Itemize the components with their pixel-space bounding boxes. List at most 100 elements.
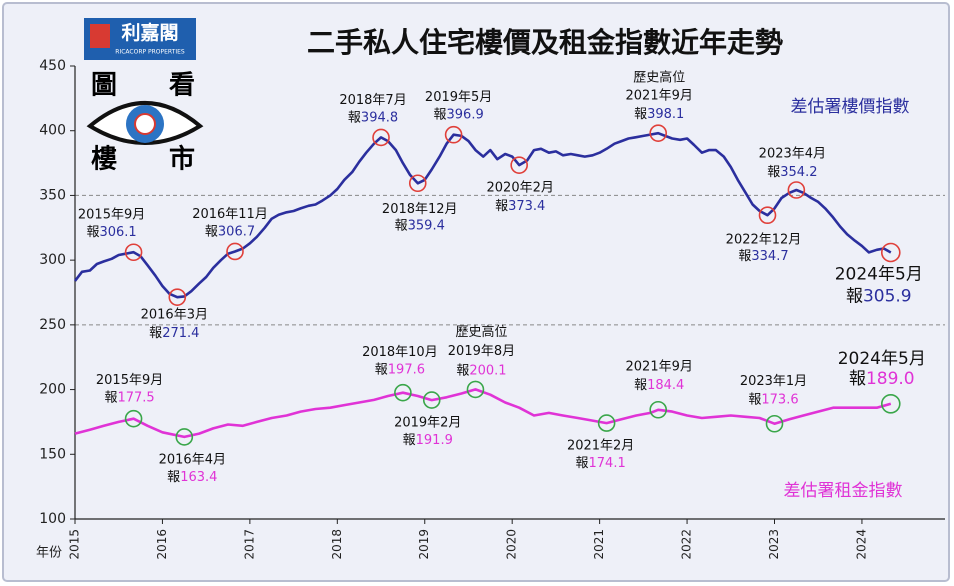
point-marker bbox=[466, 380, 485, 399]
point-marker bbox=[758, 206, 777, 225]
point-marker bbox=[124, 243, 143, 262]
annotation-prefix: 報 bbox=[375, 362, 388, 377]
annotation-prefix: 報 bbox=[395, 218, 408, 233]
data-label: 354.2 bbox=[780, 164, 817, 179]
logo-char: 樓 bbox=[91, 144, 117, 175]
annotation-date: 2024年5月 bbox=[838, 349, 926, 369]
x-tick-label: 2015 bbox=[68, 529, 82, 560]
data-label: 200.1 bbox=[469, 363, 506, 378]
point-marker bbox=[408, 174, 427, 193]
annotation-prefix: 報 bbox=[456, 363, 469, 378]
annotation-date: 2023年1月 bbox=[740, 374, 807, 389]
point-marker bbox=[372, 128, 390, 147]
annotation-value: 報174.1 bbox=[576, 456, 626, 471]
annotation-value: 報184.4 bbox=[634, 377, 684, 392]
x-tick-label: 2016 bbox=[155, 529, 169, 560]
annotation-date: 2015年9月 bbox=[78, 208, 145, 223]
annotation-note: 歷史高位 bbox=[455, 324, 507, 340]
annotation-date: 2018年7月 bbox=[339, 93, 406, 108]
annotation-prefix: 報 bbox=[86, 225, 99, 240]
data-label: 173.6 bbox=[761, 392, 798, 407]
annotation-value: 報334.7 bbox=[738, 249, 788, 264]
annotation-prefix: 報 bbox=[634, 107, 647, 122]
point-marker bbox=[422, 391, 441, 409]
annotation-date: 2024年5月 bbox=[835, 265, 923, 285]
annotation-prefix: 報 bbox=[495, 199, 508, 214]
annotation-prefix: 報 bbox=[433, 107, 446, 122]
y-tick-label: 400 bbox=[39, 123, 66, 139]
data-label: 174.1 bbox=[589, 456, 626, 471]
annotation-value: 報305.9 bbox=[846, 287, 912, 307]
annotation-date: 2020年2月 bbox=[487, 181, 554, 196]
annotation-value: 報197.6 bbox=[375, 362, 425, 377]
annotation-date: 2016年11月 bbox=[192, 207, 268, 222]
annotation-date: 2021年9月 bbox=[626, 89, 693, 104]
annotation-value: 報306.1 bbox=[86, 225, 136, 240]
annotation-prefix: 報 bbox=[767, 164, 780, 179]
point-marker bbox=[124, 409, 143, 428]
data-label: 197.6 bbox=[388, 362, 425, 377]
x-axis-label: 年份 bbox=[36, 546, 62, 561]
data-label: 398.1 bbox=[647, 107, 684, 122]
annotation-value: 報373.4 bbox=[495, 199, 545, 214]
y-tick-label: 350 bbox=[39, 187, 66, 203]
annotation-date: 2016年4月 bbox=[159, 452, 226, 467]
x-tick-label: 2021 bbox=[592, 529, 606, 560]
data-label: 191.9 bbox=[416, 433, 453, 448]
brand-icon bbox=[90, 24, 110, 48]
logo-char: 圖 bbox=[91, 71, 117, 101]
annotation-prefix: 報 bbox=[846, 287, 863, 307]
annotation-value: 報306.7 bbox=[205, 224, 255, 239]
annotation-prefix: 報 bbox=[205, 224, 218, 239]
point-marker bbox=[649, 124, 668, 142]
annotation-prefix: 報 bbox=[738, 249, 751, 264]
y-tick-label: 450 bbox=[39, 58, 66, 74]
annotation-note: 歷史高位 bbox=[633, 70, 685, 86]
annotation-prefix: 報 bbox=[104, 390, 117, 405]
annotation-prefix: 報 bbox=[849, 369, 866, 389]
annotation-value: 報398.1 bbox=[634, 107, 684, 122]
brand-en: RICACORP PROPERTIES bbox=[115, 49, 185, 56]
point-marker bbox=[880, 394, 901, 414]
point-marker bbox=[444, 125, 463, 144]
annotation-prefix: 報 bbox=[576, 456, 589, 471]
annotation-date: 2016年3月 bbox=[141, 308, 208, 323]
annotation-date: 2019年8月 bbox=[448, 344, 515, 359]
point-marker bbox=[168, 288, 187, 306]
y-tick-label: 150 bbox=[39, 446, 66, 462]
annotation-value: 報191.9 bbox=[403, 433, 453, 448]
annotation-value: 報200.1 bbox=[456, 363, 506, 378]
data-label: 394.8 bbox=[361, 110, 398, 125]
annotation-date: 2015年9月 bbox=[96, 373, 163, 388]
logo-eye bbox=[86, 101, 204, 145]
data-label: 177.5 bbox=[117, 390, 154, 405]
x-tick-label: 2024 bbox=[854, 529, 868, 560]
data-label: 306.7 bbox=[218, 224, 255, 239]
annotation-value: 報359.4 bbox=[395, 218, 445, 233]
annotation-date: 2019年2月 bbox=[394, 416, 461, 431]
annotation-prefix: 報 bbox=[348, 110, 361, 125]
point-marker bbox=[649, 400, 668, 419]
x-tick-label: 2019 bbox=[417, 529, 431, 560]
data-label: 189.0 bbox=[866, 369, 915, 389]
annotation-date: 2019年5月 bbox=[425, 90, 492, 105]
data-label: 306.1 bbox=[99, 225, 136, 240]
annotation-value: 報173.6 bbox=[748, 392, 798, 407]
annotation-value: 報396.9 bbox=[433, 107, 483, 122]
point-marker bbox=[880, 242, 901, 263]
annotation-date: 2018年12月 bbox=[382, 202, 458, 217]
x-tick-label: 2020 bbox=[505, 529, 519, 560]
annotation-value: 報163.4 bbox=[167, 469, 217, 484]
data-label: 373.4 bbox=[508, 199, 545, 214]
logo-char: 看 bbox=[169, 71, 195, 101]
y-tick-label: 250 bbox=[39, 317, 66, 333]
x-tick-label: 2023 bbox=[767, 529, 781, 560]
annotation-date: 2023年4月 bbox=[759, 146, 826, 161]
x-tick-label: 2018 bbox=[330, 529, 344, 560]
legend-label: 差估署租金指數 bbox=[784, 481, 903, 501]
data-label: 271.4 bbox=[162, 326, 199, 341]
annotation-date: 2021年9月 bbox=[626, 359, 693, 374]
data-label: 334.7 bbox=[751, 249, 788, 264]
